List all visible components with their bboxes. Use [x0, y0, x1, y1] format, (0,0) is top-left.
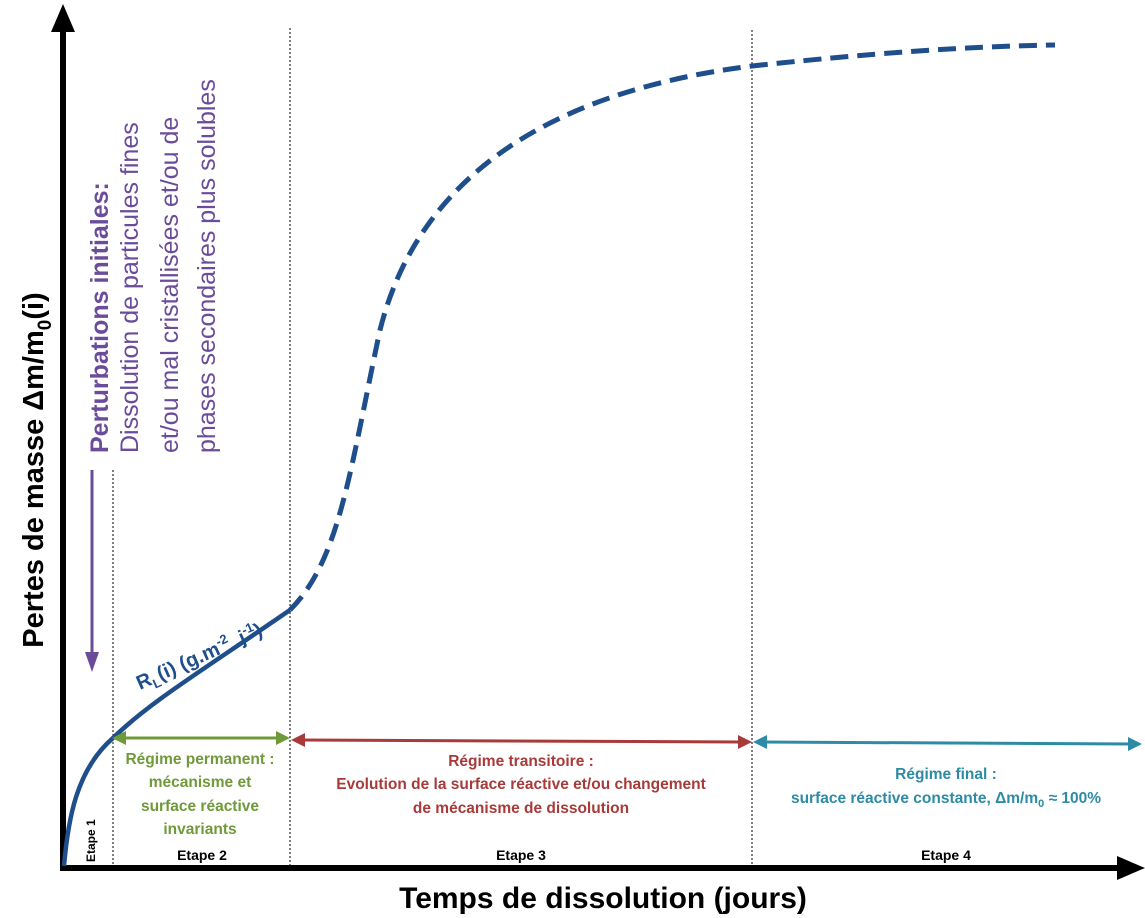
transitoire-line3: de mécanisme de dissolution — [413, 800, 629, 817]
x-axis-arrowhead — [1117, 856, 1145, 880]
rate-label: RL(i) (g.m-2 .j-1) — [132, 617, 267, 698]
transitoire-regime-arrow — [291, 733, 752, 749]
permanent-line2: mécanisme et — [149, 774, 252, 791]
permanent-line3: surface réactive — [141, 798, 259, 815]
y-axis-arrowhead — [51, 4, 75, 32]
permanent-line1: Régime permanent : — [125, 751, 274, 768]
final-regime-text: Régime final : surface réactive constant… — [791, 766, 1101, 810]
permanent-line4: invariants — [163, 821, 236, 838]
final-regime-arrow — [753, 735, 1142, 751]
perturbation-arrowhead — [85, 652, 99, 672]
perturbation-title: Perturbations initiales: — [86, 182, 114, 453]
x-axis-label: Temps de dissolution (jours) — [399, 882, 807, 915]
transitoire-line2: Evolution de la surface réactive et/ou c… — [336, 776, 706, 793]
permanent-regime-text: Régime permanent : mécanisme et surface … — [125, 751, 274, 838]
final-line1: Régime final : — [895, 766, 997, 783]
perturbation-line2: et/ou mal cristallisées et/ou de — [156, 117, 184, 453]
perturbation-line3: phases secondaires plus solubles — [193, 79, 221, 453]
y-axis-label: Pertes de masse Δm/m0(i) — [18, 292, 56, 647]
permanent-regime-arrow — [112, 731, 290, 745]
perturbation-line1: Dissolution de particules fines — [116, 122, 144, 453]
transitoire-line1: Régime transitoire : — [448, 753, 594, 770]
stage-etape2: Etape 2 — [177, 847, 227, 863]
transitoire-regime-text: Régime transitoire : Evolution de la sur… — [336, 753, 706, 817]
final-line2: surface réactive constante, Δm/m0 ≈ 100% — [791, 790, 1101, 810]
stage-etape3: Etape 3 — [496, 847, 546, 863]
mass-loss-curve-dashed — [288, 42, 1056, 612]
stage-etape4: Etape 4 — [921, 847, 971, 863]
stage-etape1: Etape 1 — [84, 819, 98, 862]
